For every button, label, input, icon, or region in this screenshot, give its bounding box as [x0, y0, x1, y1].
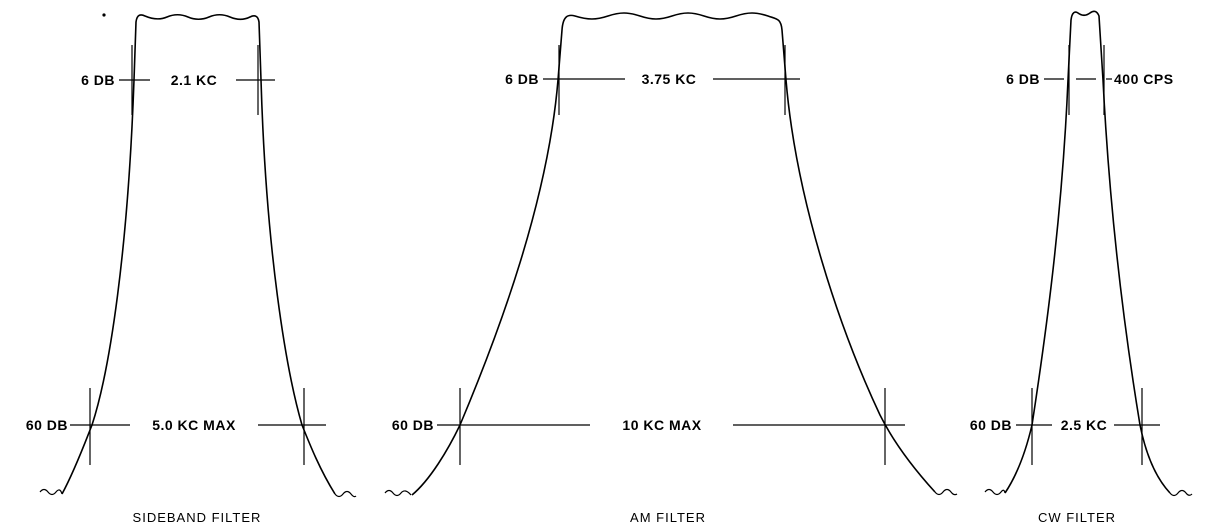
- cw-60db-label: 60 DB: [970, 417, 1012, 433]
- am-left-tail: [384, 489, 412, 497]
- cw-6db-width: 400 CPS: [1114, 71, 1174, 87]
- sideband-60db-width: 5.0 KC MAX: [152, 417, 236, 433]
- cw-response-curve: [1004, 10, 1171, 494]
- am-response-curve: [411, 12, 936, 496]
- sideband-6db-label: 6 DB: [81, 72, 115, 88]
- cw-6db-label: 6 DB: [1006, 71, 1040, 87]
- cw-filter: 6 DB 400 CPS 60 DB 2.5 KC CW FILTER: [970, 10, 1193, 525]
- am-60db-label: 60 DB: [392, 417, 434, 433]
- cw-right-tail: [1169, 489, 1193, 497]
- cw-caption: CW FILTER: [1038, 510, 1116, 525]
- sideband-caption: SIDEBAND FILTER: [133, 510, 262, 525]
- cw-60db-width: 2.5 KC: [1061, 417, 1108, 433]
- am-60db-width: 10 KC MAX: [622, 417, 701, 433]
- print-speck: [102, 13, 106, 17]
- sideband-60db-label: 60 DB: [26, 417, 68, 433]
- am-right-tail: [934, 488, 958, 496]
- sideband-filter: 6 DB 2.1 KC 60 DB 5.0 KC MAX SIDEBAND FI…: [26, 13, 357, 525]
- am-6db-width: 3.75 KC: [642, 71, 697, 87]
- cw-left-tail: [984, 488, 1006, 496]
- sideband-response-curve: [61, 13, 336, 495]
- sideband-6db-width: 2.1 KC: [171, 72, 218, 88]
- am-6db-label: 6 DB: [505, 71, 539, 87]
- sideband-right-tail: [334, 490, 357, 498]
- sideband-left-tail: [39, 488, 63, 496]
- am-filter: 6 DB 3.75 KC 60 DB 10 KC MAX AM FILTER: [384, 12, 958, 525]
- am-caption: AM FILTER: [630, 510, 706, 525]
